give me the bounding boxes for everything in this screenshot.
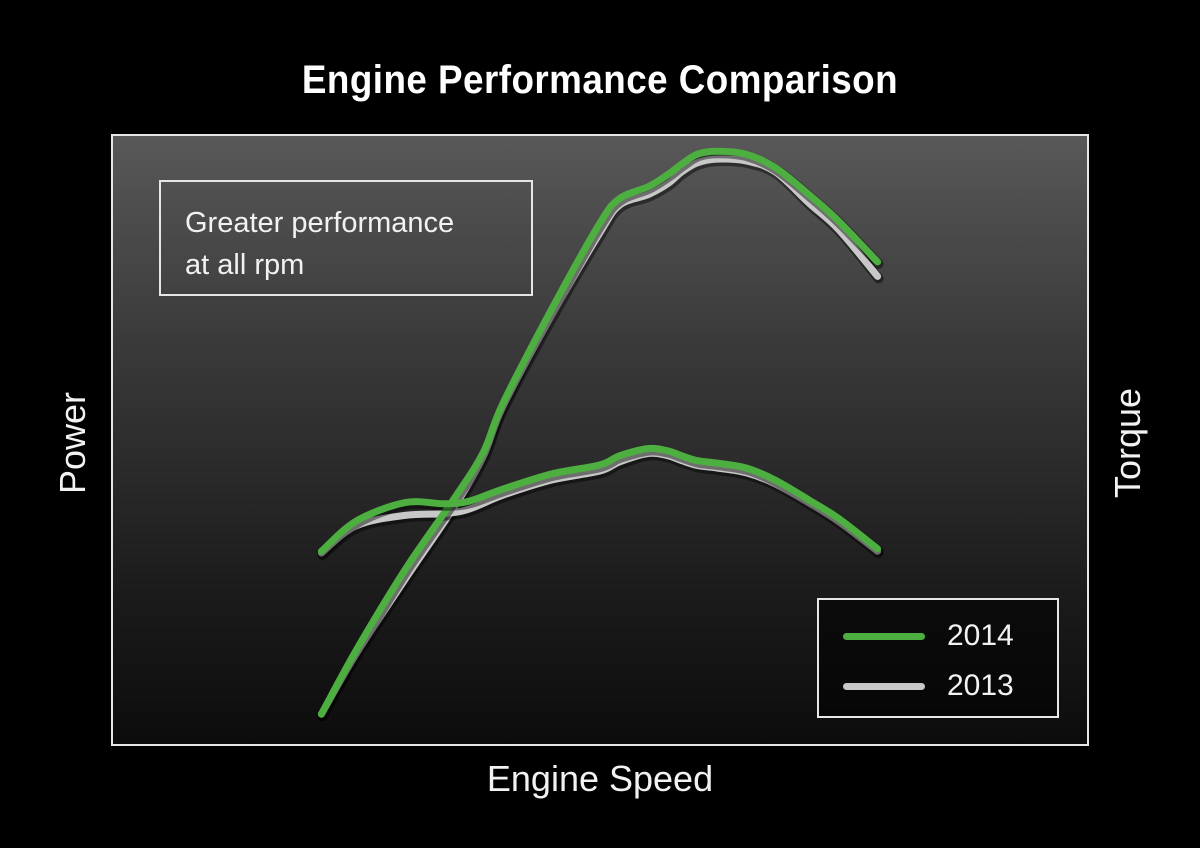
annotation-box: Greater performance at all rpm — [159, 180, 533, 296]
y-axis-label-right: Torque — [1107, 387, 1148, 499]
annotation-text: Greater performance at all rpm — [185, 207, 455, 281]
legend-swatch-2013 — [843, 683, 925, 690]
series-2014-torque-line — [317, 444, 882, 555]
series-2014-power-line — [317, 147, 882, 718]
x-axis-label: Engine Speed — [486, 758, 714, 799]
series-2013-power-line — [317, 155, 882, 718]
legend-label-2013: 2013 — [947, 669, 1014, 702]
legend-label-2014: 2014 — [947, 619, 1014, 652]
legend-swatch-2014 — [843, 633, 925, 640]
legend: 2014 2013 — [817, 598, 1059, 718]
chart-title: Engine Performance Comparison — [301, 58, 899, 102]
y-axis-label-left: Power — [52, 391, 93, 495]
chart-canvas — [317, 147, 884, 722]
legend-item-2013: 2013 — [843, 666, 1053, 706]
plot-area — [111, 134, 1089, 746]
legend-item-2014: 2014 — [843, 616, 1053, 656]
